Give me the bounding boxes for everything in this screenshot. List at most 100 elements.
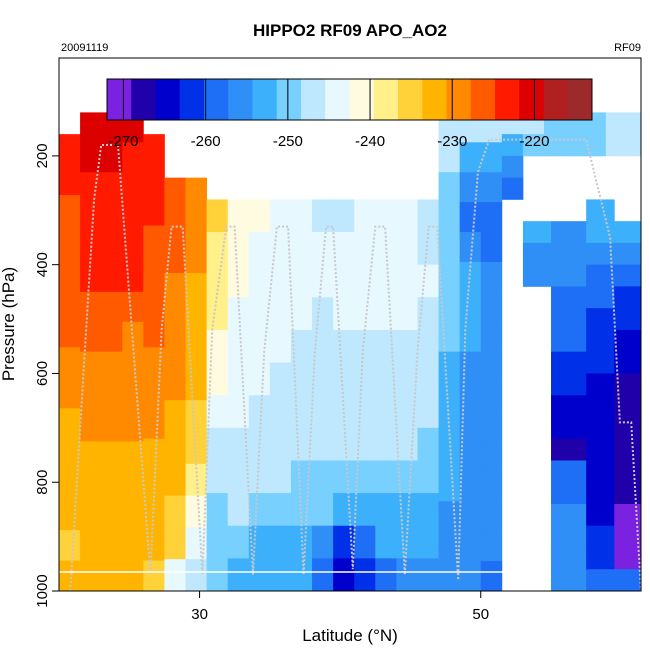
heatmap-cell <box>480 291 503 323</box>
colorbar-tick-label: -270 <box>108 133 138 150</box>
heatmap-cell <box>459 501 482 532</box>
heatmap-cell <box>396 493 418 527</box>
heatmap-cell <box>185 495 208 528</box>
colorbar-swatch <box>466 79 472 120</box>
colorbar-swatch <box>317 79 322 120</box>
heatmap-cell <box>480 501 503 532</box>
colorbar-swatch <box>373 79 379 120</box>
heatmap-cell <box>333 297 355 331</box>
heatmap-cell <box>354 460 376 494</box>
heatmap-cell <box>227 493 250 527</box>
colorbar-swatch <box>547 79 553 120</box>
colorbar-swatch <box>434 79 439 120</box>
heatmap-cell <box>143 255 165 287</box>
heatmap-cell <box>164 463 186 497</box>
heatmap-cell <box>551 482 587 505</box>
colorbar-swatch <box>260 79 266 120</box>
heatmap-cell <box>164 432 186 465</box>
heatmap-cell <box>185 209 208 242</box>
heatmap-cell <box>522 264 552 287</box>
heatmap-cell <box>586 547 615 570</box>
heatmap-cell <box>59 377 81 409</box>
heatmap-cell <box>101 441 123 472</box>
heatmap-cell <box>586 482 615 505</box>
heatmap-cell <box>459 202 482 233</box>
heatmap-cell <box>614 547 642 570</box>
colorbar-swatch <box>567 79 573 120</box>
heatmap-cell <box>459 441 482 472</box>
heatmap-cell <box>375 329 397 363</box>
colorbar-swatch <box>519 79 524 120</box>
heatmap-cell <box>438 441 461 472</box>
heatmap-cell <box>614 242 642 266</box>
heatmap-cell <box>290 493 313 527</box>
colorbar-swatch <box>442 79 447 120</box>
colorbar-swatch <box>252 79 258 120</box>
heatmap-cell <box>80 381 102 412</box>
colorbar-swatch <box>187 79 193 120</box>
heatmap-cell <box>396 329 418 363</box>
heatmap-cell <box>522 221 552 244</box>
colorbar-swatch <box>119 79 124 120</box>
heatmap-cell <box>59 408 81 440</box>
heatmap-cell <box>501 177 524 200</box>
heatmap-cell <box>417 232 439 266</box>
heatmap-cell <box>269 525 292 559</box>
colorbar-swatch <box>393 79 399 120</box>
colorbar-swatch <box>333 79 338 120</box>
heatmap-cell <box>459 381 482 412</box>
heatmap-cell <box>586 569 615 592</box>
heatmap-cell <box>80 142 102 173</box>
heatmap-cell <box>312 460 334 494</box>
heatmap-cell <box>480 321 503 353</box>
heatmap-cell <box>206 362 229 396</box>
heatmap-cell <box>614 416 642 440</box>
colorbar-swatch <box>167 79 173 120</box>
colorbar-swatch <box>248 79 253 120</box>
heatmap-cell <box>605 134 642 157</box>
colorbar-swatch <box>349 79 355 120</box>
heatmap-cell <box>614 460 642 483</box>
heatmap-cell <box>227 199 250 233</box>
heatmap-cell <box>614 525 642 548</box>
heatmap-cell <box>551 525 587 548</box>
heatmap-cell <box>143 195 165 226</box>
heatmap-cell <box>459 531 482 562</box>
colorbar-swatch <box>365 79 371 120</box>
colorbar-swatch <box>309 79 314 120</box>
colorbar-swatch <box>325 79 330 120</box>
heatmap-cell <box>143 377 165 409</box>
heatmap-cell <box>586 395 615 418</box>
heatmap-cell <box>614 395 642 418</box>
colorbar-swatch <box>563 79 569 120</box>
heatmap-cell <box>565 134 587 157</box>
heatmap-cell <box>59 499 81 531</box>
heatmap-cell <box>122 411 144 442</box>
heatmap-cell <box>333 525 355 559</box>
heatmap-cell <box>248 199 271 233</box>
colorbar-swatch <box>183 79 189 120</box>
heatmap-cell <box>333 199 355 233</box>
colorbar-swatch <box>212 79 217 120</box>
heatmap-cell <box>101 411 123 442</box>
x-tick-label: 50 <box>472 606 489 623</box>
heatmap-cell <box>101 561 123 592</box>
heatmap-cell <box>290 558 313 592</box>
heatmap-cell <box>614 264 642 287</box>
heatmap-cell <box>101 321 123 353</box>
y-tick-label: 200 <box>34 143 51 168</box>
colorbar-swatch <box>268 79 274 120</box>
heatmap-cell <box>522 242 552 266</box>
heatmap-cell <box>551 569 587 592</box>
colorbar-swatch <box>503 79 508 120</box>
colorbar-swatch <box>232 79 237 120</box>
heatmap-cell <box>227 232 250 266</box>
heatmap-cell <box>375 493 397 527</box>
heatmap-cell <box>333 395 355 429</box>
colorbar-swatch <box>414 79 419 120</box>
heatmap-cell <box>164 304 186 338</box>
colorbar-swatch <box>313 79 318 120</box>
colorbar-swatch <box>292 79 298 120</box>
colorbar-swatch <box>385 79 391 120</box>
colorbar-swatch <box>377 79 383 120</box>
